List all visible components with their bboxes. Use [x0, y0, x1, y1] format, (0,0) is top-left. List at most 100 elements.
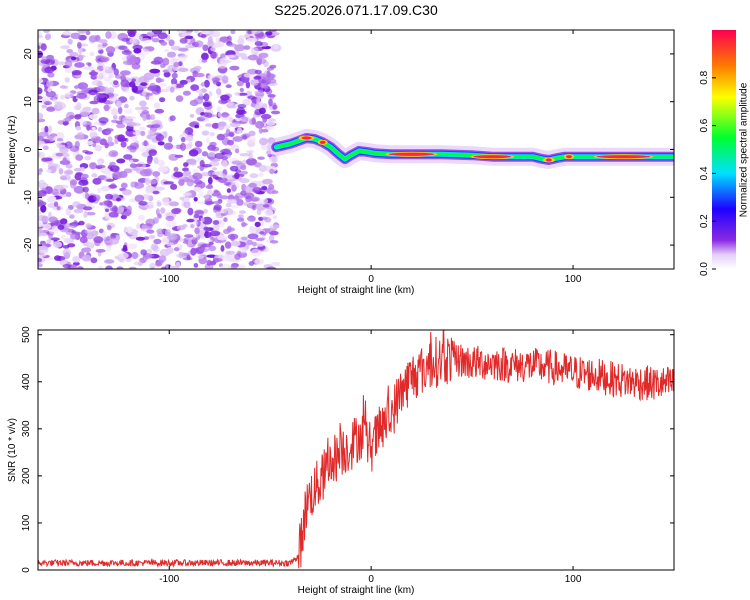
noise-speck	[193, 186, 202, 192]
noise-speck	[98, 117, 109, 124]
noise-speck	[78, 220, 85, 226]
noise-speck	[209, 230, 221, 237]
y-tick-label: 10	[23, 96, 34, 108]
noise-speck	[104, 142, 109, 149]
noise-speck	[70, 56, 77, 61]
noise-speck	[162, 57, 170, 66]
noise-speck	[201, 59, 208, 63]
noise-speck	[129, 159, 134, 164]
noise-speck	[178, 178, 185, 186]
noise-speck	[216, 133, 225, 141]
noise-speck	[38, 78, 44, 84]
noise-speck	[151, 37, 160, 43]
noise-speck	[47, 163, 58, 169]
noise-speck	[44, 66, 55, 74]
noise-speck	[57, 224, 65, 230]
noise-speck	[215, 170, 223, 177]
noise-speck	[142, 48, 150, 56]
noise-speck	[198, 247, 210, 253]
noise-speck	[253, 75, 262, 80]
noise-speck	[243, 45, 251, 50]
noise-speck	[193, 213, 200, 219]
noise-speck	[240, 164, 247, 171]
noise-speck	[262, 204, 270, 208]
noise-speck	[217, 111, 222, 118]
ridge-hot-red	[301, 136, 312, 140]
noise-speck	[146, 31, 155, 37]
noise-speck	[180, 136, 186, 143]
noise-speck	[94, 239, 101, 247]
noise-speck	[127, 31, 136, 38]
noise-speck	[70, 233, 79, 240]
noise-speck	[238, 214, 244, 219]
noise-speck	[215, 37, 220, 43]
noise-speck	[167, 51, 176, 58]
noise-speck	[166, 242, 174, 247]
noise-speck	[205, 184, 214, 189]
noise-speck	[146, 229, 155, 234]
noise-speck	[89, 35, 99, 43]
noise-speck	[159, 78, 165, 83]
noise-speck	[251, 241, 257, 247]
noise-speck	[239, 153, 251, 157]
noise-speck	[247, 54, 259, 61]
noise-speck	[74, 167, 82, 172]
noise-speck	[91, 230, 99, 237]
noise-speck	[153, 102, 161, 109]
noise-speck	[140, 130, 146, 137]
noise-speck	[74, 62, 85, 68]
noise-speck	[165, 215, 175, 221]
noise-speck	[270, 110, 281, 115]
noise-speck	[217, 235, 227, 241]
noise-speck	[249, 196, 260, 202]
noise-speck	[38, 263, 43, 268]
noise-speck	[60, 85, 67, 89]
noise-speck	[41, 56, 48, 61]
noise-speck	[92, 177, 102, 185]
noise-speck	[54, 255, 62, 261]
noise-speck	[200, 172, 211, 177]
noise-speck	[101, 231, 106, 239]
noise-speck	[38, 151, 46, 159]
noise-speck	[93, 95, 100, 103]
noise-speck	[241, 56, 251, 60]
noise-speck	[103, 104, 110, 112]
noise-speck	[133, 261, 141, 266]
noise-speck	[157, 32, 168, 40]
noise-speck	[72, 256, 81, 263]
noise-speck	[74, 85, 79, 89]
noise-speck	[250, 248, 262, 257]
colorbar-tick-label: 0.4	[699, 166, 710, 180]
ridge-hot-red	[319, 140, 326, 144]
noise-speck	[245, 81, 251, 89]
noise-speck	[97, 126, 103, 132]
noise-speck	[169, 86, 175, 93]
noise-speck	[270, 261, 281, 267]
noise-speck	[62, 248, 71, 257]
noise-speck	[160, 207, 166, 214]
noise-speck	[241, 236, 248, 241]
noise-speck	[58, 168, 64, 175]
noise-speck	[269, 230, 279, 236]
noise-speck	[116, 266, 124, 269]
noise-speck	[269, 64, 277, 69]
noise-speck	[154, 108, 164, 114]
noise-speck	[223, 125, 231, 130]
noise-speck	[145, 93, 150, 101]
ridge-hot-red	[545, 158, 552, 162]
noise-speck	[197, 191, 204, 198]
noise-speck	[120, 70, 131, 76]
noise-speck	[223, 208, 234, 216]
noise-speck	[197, 200, 206, 205]
ridge-hot-red	[388, 152, 435, 156]
noise-speck	[261, 186, 268, 191]
noise-speck	[243, 202, 248, 206]
noise-speck	[143, 254, 155, 258]
noise-speck	[46, 239, 52, 244]
noise-speck	[246, 37, 258, 43]
noise-speck	[246, 150, 255, 154]
noise-speck	[46, 106, 56, 112]
noise-speck	[201, 52, 209, 61]
noise-speck	[173, 171, 184, 178]
noise-speck	[73, 261, 80, 266]
